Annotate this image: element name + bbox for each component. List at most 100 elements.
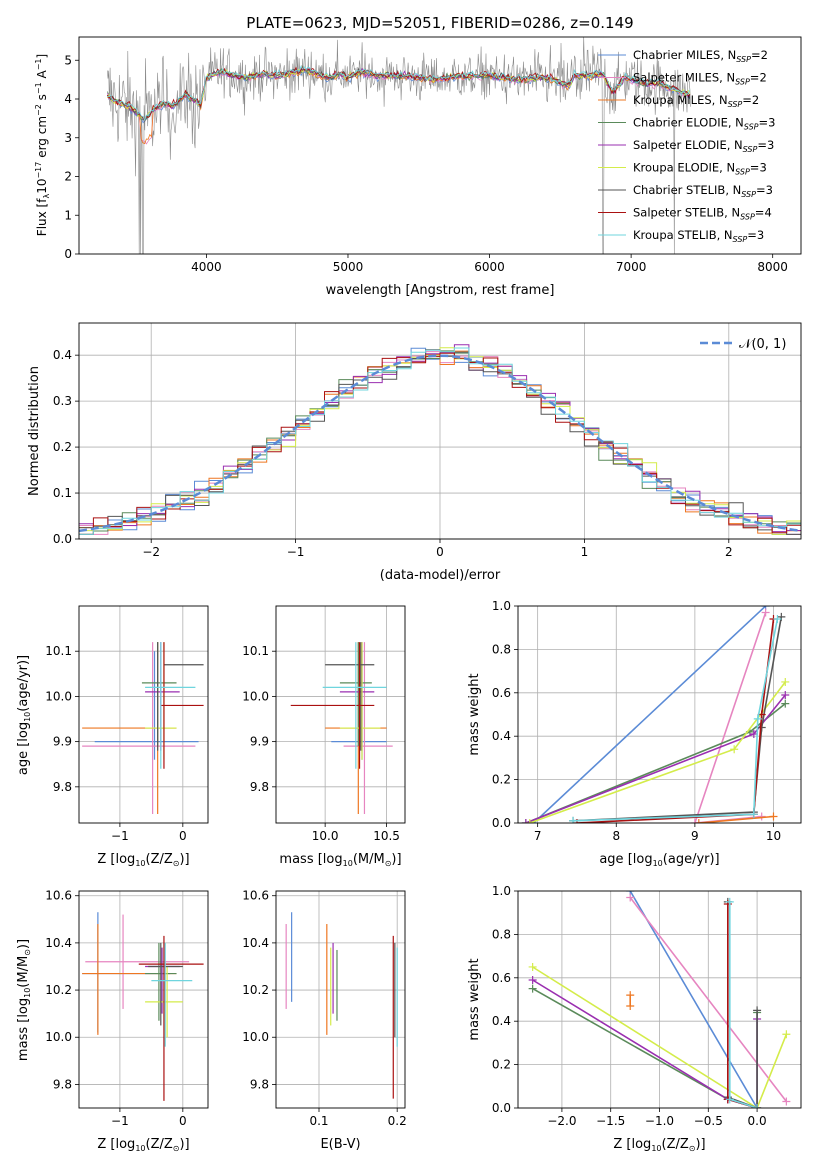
weight-marker [521, 819, 530, 823]
label-part: ⊙ [23, 949, 32, 956]
weight-marker [753, 1104, 762, 1108]
label-part: )] [695, 1137, 705, 1152]
legend-name: Kroupa STELIB [633, 228, 717, 242]
y-tick-label: 0.4 [492, 729, 511, 743]
legend-label: 𝒩(0, 1) [739, 337, 786, 352]
x-tick-label: 0 [179, 829, 187, 843]
weight-marker [723, 900, 732, 909]
y-tick-label: 9.8 [250, 1077, 269, 1091]
x-tick-label: 0.1 [309, 1114, 328, 1128]
x-axis-label: age [log10(age/yr)] [599, 852, 719, 868]
plot-area [82, 912, 204, 1101]
plot-area [106, 37, 691, 254]
y-axis-label: age [log10(age/yr)] [16, 655, 32, 775]
axes-frame [78, 890, 209, 1109]
label-part: s [35, 94, 49, 104]
legend-nssp: 2 [752, 93, 759, 107]
label-part: )] [179, 1137, 189, 1152]
x-tick-label: 0.2 [388, 1114, 407, 1128]
axes-frame [275, 605, 406, 824]
weight-line [533, 606, 767, 823]
weight-marker [528, 962, 537, 971]
y-tick-label: 0.2 [492, 773, 511, 787]
legend-eq: = [759, 116, 769, 130]
legend-label: Kroupa ELODIE, NSSP=3 [633, 161, 767, 177]
x-axis-label: Z [log10(Z/Z⊙)] [97, 852, 189, 868]
legend-name: Chabrier ELODIE [633, 116, 728, 130]
weight-marker [781, 677, 790, 686]
y-tick-label: 0.4 [53, 348, 72, 362]
y-tick-label: 0.8 [492, 927, 511, 941]
legend-ssp: SSP [740, 213, 755, 222]
legend-ssp: SSP [735, 78, 750, 87]
axes-frame [275, 890, 406, 1109]
weight-marker [773, 615, 782, 624]
legend-nssp: 3 [767, 138, 774, 152]
chart-age_vs_mass: 10.0 10.5 9.8 9.9 10.0 10.1 mass [log10(M/M⊙)] [242, 605, 406, 868]
x-tick-label: −0.5 [694, 1114, 723, 1128]
label-part: ⊙ [173, 1144, 180, 1153]
model-line-chabrier-stelib [107, 67, 691, 123]
x-tick-label: 9 [691, 829, 699, 843]
x-tick-label: −2 [142, 545, 160, 559]
x-axis-label: (data-model)/error [380, 568, 501, 583]
y-tick-label: 10.0 [45, 1030, 72, 1044]
chart-residuals: −2 −1 0 1 2 0.0 0.1 0.2 0.3 0.4 𝒩(0, 1) (data-model… [27, 322, 802, 583]
label-part: A [35, 69, 49, 82]
label-part: age [log [599, 852, 652, 867]
x-tick-label: −2.0 [547, 1114, 576, 1128]
label-part: −1 [34, 58, 43, 70]
label-part: (M/M [353, 852, 385, 867]
figure-title: PLATE=0623, MJD=52051, FIBERID=0286, z=0… [246, 14, 633, 32]
y-tick-label: 10.4 [45, 936, 72, 950]
chart-mass_vs_Z: −1 09.810.010.210.410.6Z [log10(Z/Z⊙)]mas… [16, 889, 209, 1153]
weight-marker [725, 897, 734, 906]
x-axis-label: mass [log10(M/M⊙)] [279, 852, 401, 868]
legend-label: Salpeter MILES, NSSP=2 [633, 71, 767, 87]
label-part: age [log [16, 722, 31, 775]
y-tick-label: 0.6 [492, 971, 511, 985]
label-part: (age/yr)] [16, 655, 31, 712]
weight-marker [753, 1006, 762, 1015]
y-tick-label: 9.9 [250, 735, 269, 749]
x-tick-label: −1.5 [596, 1114, 625, 1128]
histogram-kroupa-stelib [79, 347, 801, 535]
axes-frame [78, 322, 802, 540]
label-part: )] [391, 852, 401, 867]
weight-marker [569, 816, 578, 823]
model-line-chabrier-miles [106, 70, 691, 124]
legend-ssp: SSP [733, 235, 748, 244]
label-part: Z [log [613, 1137, 651, 1152]
legend-ssp: SSP [735, 168, 750, 177]
x-tick-label: 2 [725, 545, 733, 559]
x-tick-label: 0 [179, 1114, 187, 1128]
legend-n: , N [720, 48, 736, 62]
x-axis-label: Z [log10(Z/Z⊙)] [613, 1137, 705, 1153]
y-tick-label: 10.0 [242, 689, 269, 703]
legend-nssp: 3 [757, 228, 764, 242]
axes-frame [517, 890, 802, 1109]
weight-line [727, 901, 758, 1108]
legend-nssp: 2 [761, 48, 768, 62]
legend-n: , N [719, 161, 735, 175]
label-part: 10 [135, 859, 145, 868]
legend-n: , N [712, 93, 728, 107]
y-tick-label: 3 [64, 131, 72, 145]
plot-area [521, 606, 790, 823]
y-tick-label: 0.3 [53, 394, 72, 408]
label-part: ⊙ [385, 859, 392, 868]
legend-name: Kroupa ELODIE [633, 161, 719, 175]
normal-curve [79, 354, 801, 533]
weight-marker [528, 984, 537, 993]
legend-label: Chabrier MILES, NSSP=2 [633, 48, 768, 64]
x-tick-label: 8 [612, 829, 620, 843]
weight-line [532, 966, 788, 1108]
legend-n: , N [719, 71, 735, 85]
chart-mass_vs_ebv: 0.1 0.2 9.8 10.0 10.2 10.4 10.6 E(B-V) [242, 889, 406, 1152]
y-tick-label: 10.0 [45, 689, 72, 703]
label-part: Flux [f [35, 198, 49, 236]
y-tick-label: 4 [64, 92, 72, 106]
label-part: (Z/Z [146, 1137, 173, 1152]
x-axis-label: E(B-V) [320, 1137, 360, 1152]
label-part: (Z/Z [146, 852, 173, 867]
